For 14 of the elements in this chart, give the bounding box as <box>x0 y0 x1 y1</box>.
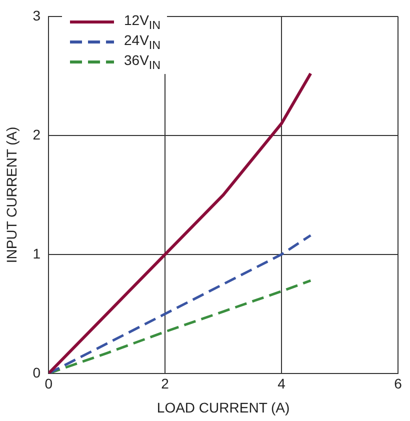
line-series <box>48 234 312 374</box>
y-tick-label: 1 <box>32 245 41 262</box>
y-axis-title: INPUT CURRENT (A) <box>3 126 20 264</box>
y-tick-label: 0 <box>32 364 41 380</box>
y-tick-label: 3 <box>32 7 41 24</box>
x-tick-label: 0 <box>44 376 53 392</box>
x-tick-label: 4 <box>278 376 286 392</box>
x-axis-title: LOAD CURRENT (A) <box>156 399 290 416</box>
legend-label: 24V$_{IN}$ <box>124 32 161 52</box>
legend-label: 12V$_{IN}$ <box>124 12 161 32</box>
x-tick-label: 6 <box>394 376 402 392</box>
legend-label: 36V$_{IN}$ <box>124 52 161 72</box>
x-tick-label: 2 <box>161 376 170 392</box>
y-tick-label: 2 <box>32 126 41 142</box>
